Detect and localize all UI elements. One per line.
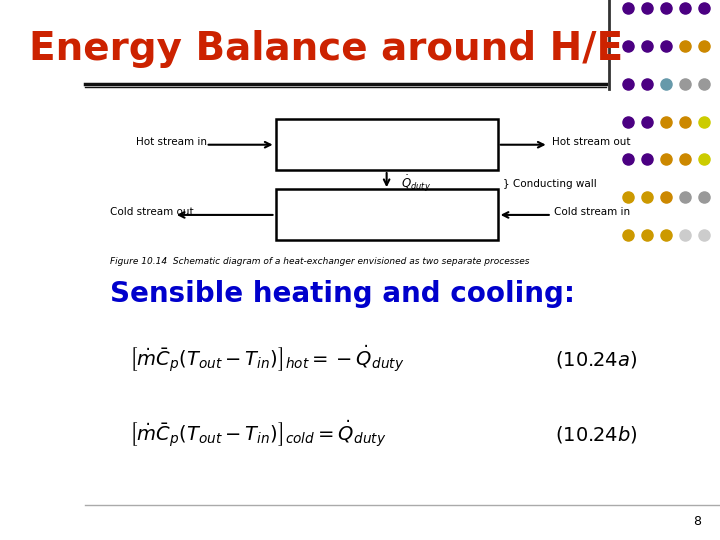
Text: $(10.24b)$: $(10.24b)$ [555, 424, 637, 445]
Text: 8: 8 [693, 515, 701, 528]
Text: Sensible heating and cooling:: Sensible heating and cooling: [110, 280, 575, 308]
Text: Cold stream out: Cold stream out [110, 207, 194, 217]
Text: Hot stream out: Hot stream out [552, 137, 630, 147]
Text: } Conducting wall: } Conducting wall [503, 179, 597, 188]
Text: Energy Balance around H/E: Energy Balance around H/E [30, 30, 624, 68]
Text: Cold stream in: Cold stream in [554, 207, 630, 217]
Bar [276, 189, 498, 240]
Text: Hot stream in: Hot stream in [136, 137, 207, 147]
Text: $\left[\dot{m}\bar{C}_p\left(T_{out}-T_{in}\right)\right]_{hot} = -\dot{Q}_{duty: $\left[\dot{m}\bar{C}_p\left(T_{out}-T_{… [130, 343, 405, 375]
Text: $\dot{Q}_{duty}$: $\dot{Q}_{duty}$ [400, 173, 431, 194]
Text: $(10.24a)$: $(10.24a)$ [555, 349, 637, 369]
Text: Figure 10.14  Schematic diagram of a heat-exchanger envisioned as two separate p: Figure 10.14 Schematic diagram of a heat… [110, 258, 530, 266]
Bar [276, 119, 498, 170]
Text: $\left[\dot{m}\bar{C}_p\left(T_{out}-T_{in}\right)\right]_{cold} = \dot{Q}_{duty: $\left[\dot{m}\bar{C}_p\left(T_{out}-T_{… [130, 419, 387, 450]
